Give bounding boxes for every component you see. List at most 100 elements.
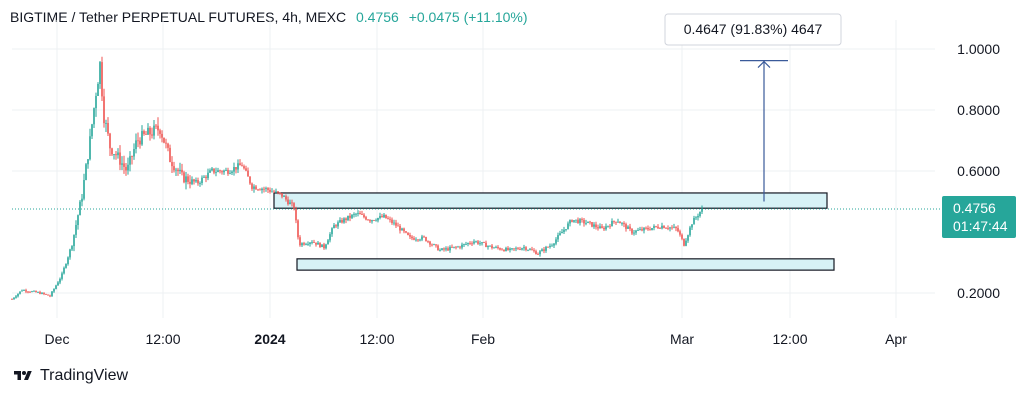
price-change: +0.0475 (+11.10%) [408,9,528,25]
candle-body-up [693,218,695,225]
candle-body-down [601,226,603,228]
candle-body-up [91,124,93,137]
candle-body-up [449,246,451,251]
candle-body-up [377,218,379,221]
candle-body-down [451,246,453,248]
candle-body-down [507,247,509,251]
candle-body-down [161,133,163,138]
candle-body-up [271,191,273,193]
candle-body-up [371,220,373,222]
candle-body-up [565,229,567,230]
candle-body-up [639,229,641,231]
candle-body-down [469,243,471,244]
x-tick-label: 12:00 [359,331,394,347]
candle-body-down [619,221,621,224]
candle-body-up [439,250,441,251]
candle-body-down [501,249,503,251]
candle-body-up [415,239,417,241]
candle-body-down [581,219,583,221]
candle-body-down [263,188,265,190]
candle-body-up [83,180,85,199]
candle-body-up [77,215,79,226]
candle-body-up [31,291,33,293]
candle-body-up [509,248,511,251]
candle-body-down [251,183,253,189]
candle-body-up [457,246,459,248]
zones-layer[interactable] [273,192,835,271]
candle-body-up [699,211,701,217]
resistance-zone[interactable] [273,192,828,209]
candle-body-up [355,213,357,215]
candle-body-down [623,223,625,225]
candle-body-down [319,242,321,248]
candle-body-down [503,249,505,252]
candle-body-up [321,244,323,248]
candle-body-up [599,226,601,229]
candle-body-up [135,140,137,149]
candle-body-up [175,169,177,171]
x-tick-label: 12:00 [772,331,807,347]
candle-body-up [195,180,197,182]
price-chart[interactable]: 0.4647 (91.83%) 4647 1.0000 0.8000 0.6000 0… [0,0,1024,360]
candle-body-down [235,167,237,170]
candle-body-up [661,225,663,229]
candle-body-up [225,169,227,171]
candle-body-down [459,246,461,248]
candle-body-down [163,137,165,143]
candle-body-up [383,214,385,218]
candle-body-up [539,251,541,255]
candle-body-down [577,219,579,224]
candle-body-up [327,240,329,245]
candle-body-up [59,278,61,283]
candle-body-up [515,248,517,250]
candle-body-down [273,191,275,193]
candle-body-up [261,188,263,191]
candle-body-up [691,224,693,228]
candle-body-up [473,241,475,244]
symbol-title: BIGTIME / Tether PERPETUAL FUTURES, 4h, … [10,9,347,25]
candle-body-up [201,177,203,184]
candle-body-down [193,179,195,182]
candle-body-up [129,156,131,165]
candle-body-down [341,220,343,223]
candle-body-down [425,237,427,242]
candle-body-up [651,228,653,230]
candle-body-up [331,228,333,235]
candle-body-down [299,237,301,246]
candle-body-down [409,234,411,237]
candle-body-up [275,191,277,193]
candle-body-up [237,163,239,170]
candle-body-up [549,245,551,247]
candle-body-down [221,171,223,173]
candle-body-down [303,243,305,245]
candle-body-up [617,221,619,223]
candle-body-down [295,208,297,221]
candle-body-up [305,244,307,245]
candle-body-up [541,249,543,252]
candle-body-down [613,220,615,222]
candle-body-up [529,249,531,251]
candle-body-up [553,243,555,246]
candle-body-down [227,169,229,174]
candle-body-up [75,225,77,235]
candle-body-up [463,244,465,245]
candle-body-up [575,219,577,221]
candle-body-up [99,62,101,84]
candle-body-up [357,212,359,214]
support-zone[interactable] [296,258,835,271]
tradingview-brand[interactable]: TradingView [12,367,128,385]
candle-body-down [369,220,371,222]
candle-body-down [109,133,111,149]
candle-body-up [153,125,155,136]
candle-body-down [165,142,167,144]
price-badge-countdown: 01:47:44 [953,218,1008,234]
candle-body-down [373,220,375,221]
candle-body-down [681,234,683,239]
candle-body-down [143,131,145,134]
candle-body-down [525,247,527,250]
candle-body-up [643,227,645,231]
candle-body-down [139,140,141,145]
candle-body-down [615,221,617,223]
candle-body-down [485,242,487,248]
candle-body-down [679,231,681,235]
